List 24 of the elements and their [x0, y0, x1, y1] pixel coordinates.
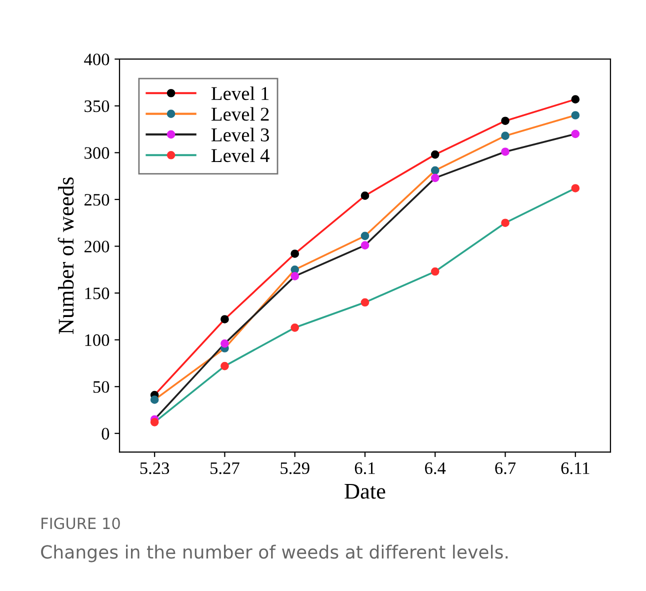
x-tick-label: 6.11 [561, 462, 590, 474]
y-tick-label: 50 [93, 381, 110, 393]
x-tick-label: 6.4 [425, 462, 446, 474]
x-axis-title: Date [344, 484, 386, 499]
x-tick-label: 5.29 [280, 462, 310, 474]
x-tick-label: 5.23 [140, 462, 170, 474]
x-tick-label: 6.7 [495, 462, 516, 474]
legend-label: Level 2 [211, 107, 269, 121]
x-tick-label: 6.1 [354, 462, 375, 474]
x-tick-label: 5.27 [210, 462, 240, 474]
y-tick-label: 200 [84, 240, 110, 252]
legend-label: Level 3 [211, 128, 269, 142]
text: Changes in the number of weeds at different levels. [41, 544, 508, 562]
y-tick-label: 250 [84, 194, 110, 206]
y-tick-label: 0 [102, 428, 110, 440]
y-tick-label: 300 [84, 147, 110, 159]
y-tick-label: 350 [84, 100, 110, 112]
y-tick-label: 400 [84, 54, 110, 66]
caption: FIGURE 10 [42, 518, 120, 530]
legend-label: Level 4 [211, 148, 270, 162]
y-tick-label: 100 [85, 334, 110, 346]
y-axis-title: Number of weeds [58, 177, 74, 334]
y-tick-label: 150 [85, 288, 110, 300]
legend-label: Level 1 [211, 86, 269, 100]
